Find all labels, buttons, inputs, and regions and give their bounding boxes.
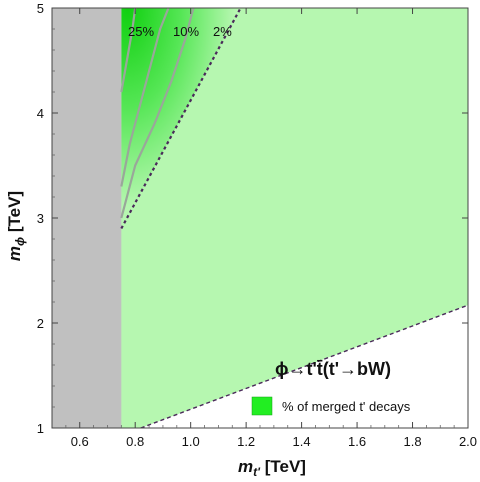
legend: % of merged t' decays xyxy=(251,396,411,416)
y-tick-label: 5 xyxy=(37,1,44,16)
x-tick-label: 2.0 xyxy=(459,434,477,449)
legend-swatch xyxy=(251,396,273,416)
x-tick-label: 0.6 xyxy=(71,434,89,449)
contour-line-0 xyxy=(120,8,137,93)
x-axis-title: mt' [TeV] xyxy=(238,457,306,479)
excluded-region xyxy=(52,8,122,428)
y-axis-title-sub: ϕ xyxy=(13,237,27,246)
x-tick-label: 1.8 xyxy=(403,434,421,449)
boundary-lines xyxy=(120,8,468,428)
process-annotation: ϕ→t't̄(t'→bW) xyxy=(275,359,391,379)
x-tick-label: 1.4 xyxy=(293,434,311,449)
contour-labels: 25% 10% 2% xyxy=(128,24,232,39)
contour-lines xyxy=(120,8,195,219)
y-tick-label: 2 xyxy=(37,316,44,331)
boundary-line-lower xyxy=(140,304,468,428)
contour-label-2: 2% xyxy=(213,24,232,39)
x-axis-ticks: 0.6 0.8 1.0 1.2 1.4 1.6 1.8 2.0 xyxy=(65,8,477,449)
x-tick-label: 1.6 xyxy=(348,434,366,449)
x-axis-title-unit: [TeV] xyxy=(265,457,306,476)
contour-label-10: 10% xyxy=(173,24,199,39)
y-tick-label: 1 xyxy=(37,421,44,436)
legend-label: % of merged t' decays xyxy=(282,399,411,414)
x-axis-title-sub: t' xyxy=(253,465,261,479)
y-axis-title: mϕ [TeV] xyxy=(5,191,27,261)
x-axis-title-base: m xyxy=(238,457,253,476)
x-tick-label: 0.8 xyxy=(126,434,144,449)
contour-label-25: 25% xyxy=(128,24,154,39)
x-tick-label: 1.0 xyxy=(182,434,200,449)
plot-area xyxy=(52,8,468,428)
y-axis-title-unit: [TeV] xyxy=(5,191,24,232)
contour-line-2 xyxy=(120,8,195,219)
y-tick-label: 4 xyxy=(37,106,44,121)
x-tick-label: 1.2 xyxy=(237,434,255,449)
contour-line-1 xyxy=(120,8,170,187)
y-axis-title-base: m xyxy=(5,246,24,261)
y-tick-label: 3 xyxy=(37,211,44,226)
y-axis-ticks: 1 2 3 4 5 xyxy=(37,1,468,436)
